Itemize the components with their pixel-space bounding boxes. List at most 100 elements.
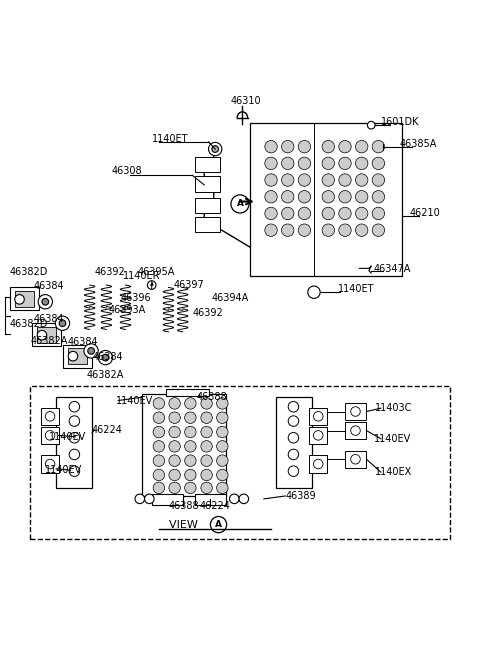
Text: A: A (215, 520, 222, 529)
Circle shape (322, 140, 335, 153)
Circle shape (265, 140, 277, 153)
Circle shape (201, 398, 212, 409)
Circle shape (68, 352, 78, 361)
Text: 11403C: 11403C (374, 403, 412, 413)
Bar (345, 403, 366, 420)
Circle shape (351, 426, 360, 436)
Circle shape (15, 295, 24, 304)
Circle shape (185, 426, 196, 438)
Bar (195, 176, 220, 192)
Text: 46224: 46224 (199, 501, 230, 510)
Text: 46388: 46388 (168, 501, 199, 510)
Bar (15, 291, 34, 307)
Circle shape (298, 207, 311, 220)
Bar (309, 407, 327, 425)
Circle shape (356, 224, 368, 236)
Circle shape (135, 494, 144, 504)
Circle shape (231, 195, 249, 213)
Circle shape (339, 140, 351, 153)
Text: 46385A: 46385A (400, 139, 437, 150)
Circle shape (339, 174, 351, 186)
Bar (195, 216, 220, 232)
Circle shape (144, 494, 154, 504)
Bar (33, 323, 61, 346)
Circle shape (216, 482, 228, 493)
Circle shape (356, 157, 368, 169)
Circle shape (339, 224, 351, 236)
Text: 1140EX: 1140EX (374, 467, 412, 477)
Circle shape (88, 348, 95, 354)
Circle shape (153, 455, 165, 466)
Circle shape (281, 174, 294, 186)
Circle shape (339, 207, 351, 220)
Text: 46384: 46384 (93, 352, 124, 361)
Bar (195, 197, 220, 213)
Circle shape (69, 449, 80, 460)
Text: 46384: 46384 (67, 337, 98, 347)
Text: 1140EV: 1140EV (49, 432, 86, 441)
Circle shape (216, 469, 228, 481)
Circle shape (265, 174, 277, 186)
Circle shape (169, 469, 180, 481)
Circle shape (313, 430, 323, 440)
Bar (152, 494, 183, 504)
Text: 46347A: 46347A (373, 264, 411, 274)
Circle shape (298, 157, 311, 169)
Text: 46310: 46310 (230, 96, 261, 106)
Circle shape (42, 298, 48, 305)
Text: 46382A: 46382A (31, 337, 68, 346)
Circle shape (153, 441, 165, 452)
Bar (250, 123, 402, 276)
Circle shape (308, 286, 320, 298)
Circle shape (351, 407, 360, 417)
Circle shape (69, 466, 80, 476)
Bar (41, 427, 59, 444)
Text: 46382D: 46382D (10, 267, 48, 277)
Bar (30, 386, 450, 539)
Circle shape (216, 441, 228, 452)
Text: 46388: 46388 (197, 392, 228, 402)
Circle shape (288, 466, 299, 476)
Circle shape (185, 469, 196, 481)
Bar (41, 455, 59, 472)
Bar (195, 157, 220, 173)
Circle shape (69, 401, 80, 412)
Circle shape (98, 350, 113, 365)
Circle shape (185, 482, 196, 493)
Circle shape (37, 331, 47, 340)
Text: 46395A: 46395A (137, 267, 175, 277)
Circle shape (298, 190, 311, 203)
Circle shape (229, 494, 239, 504)
Circle shape (356, 174, 368, 186)
Text: 1601DK: 1601DK (381, 117, 420, 127)
Circle shape (216, 398, 228, 409)
Bar (41, 407, 59, 425)
Circle shape (69, 416, 80, 426)
Bar (63, 344, 92, 367)
Circle shape (288, 401, 299, 412)
Bar (309, 427, 327, 444)
Bar (309, 455, 327, 472)
Circle shape (298, 140, 311, 153)
Circle shape (265, 224, 277, 236)
Circle shape (339, 157, 351, 169)
Circle shape (169, 455, 180, 466)
Circle shape (322, 174, 335, 186)
Circle shape (265, 190, 277, 203)
Circle shape (322, 157, 335, 169)
Text: 46396: 46396 (120, 293, 151, 304)
Circle shape (169, 426, 180, 438)
Bar (56, 397, 92, 488)
Text: VIEW: VIEW (169, 520, 202, 529)
Circle shape (288, 449, 299, 460)
Circle shape (185, 398, 196, 409)
Circle shape (372, 140, 384, 153)
Circle shape (153, 398, 165, 409)
Text: 46393A: 46393A (109, 305, 146, 316)
Circle shape (351, 455, 360, 464)
Circle shape (201, 455, 212, 466)
Circle shape (356, 207, 368, 220)
Circle shape (322, 207, 335, 220)
Circle shape (281, 140, 294, 153)
Circle shape (372, 190, 384, 203)
